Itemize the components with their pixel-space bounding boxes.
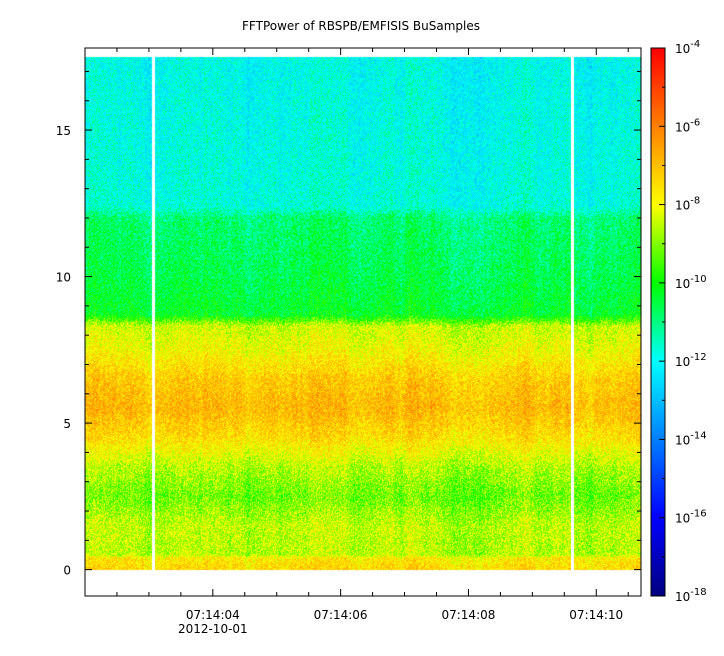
- y-tick-label: 15: [56, 124, 71, 138]
- colorbar-tick-label: 10-4: [675, 39, 700, 56]
- x-tick-label: 07:14:08: [441, 608, 495, 622]
- x-tick-label: 07:14:10: [569, 608, 623, 622]
- colorbar-tick-label: 10-14: [675, 430, 707, 447]
- plot-frame: [84, 47, 642, 597]
- chart-title: FFTPower of RBSPB/EMFISIS BuSamples: [242, 19, 480, 33]
- colorbar-tick-label: 10-8: [675, 196, 700, 213]
- y-tick-label: 0: [63, 564, 71, 578]
- x-date-label: 2012-10-01: [178, 622, 248, 636]
- x-tick-label: 07:14:04: [186, 608, 240, 622]
- colorbar: 10-4 10-6 10-8 10-10 10-12 10-14 10-16 10-18: [650, 39, 707, 604]
- y-axis: 0 5 10 15: [56, 70, 641, 578]
- x-tick-label: 07:14:06: [314, 608, 368, 622]
- colorbar-tick-label: 10-16: [675, 509, 707, 526]
- plot-area: [84, 47, 642, 597]
- y-tick-label: 10: [56, 271, 71, 285]
- colorbar-tick-label: 10-12: [675, 352, 707, 369]
- x-axis: 07:14:04 07:14:06 07:14:08 07:14:10 2012-10-…: [116, 48, 629, 636]
- y-tick-label: 5: [63, 417, 71, 431]
- colorbar-tick-label: 10-10: [675, 274, 707, 291]
- colorbar-tick-label: 10-6: [675, 117, 700, 134]
- spectrogram-image: [85, 48, 641, 596]
- colorbar-tick-label: 10-18: [675, 587, 707, 604]
- colorbar-axis: 10-4 10-6 10-8 10-10 10-12 10-14 10-16 10-18: [659, 39, 707, 604]
